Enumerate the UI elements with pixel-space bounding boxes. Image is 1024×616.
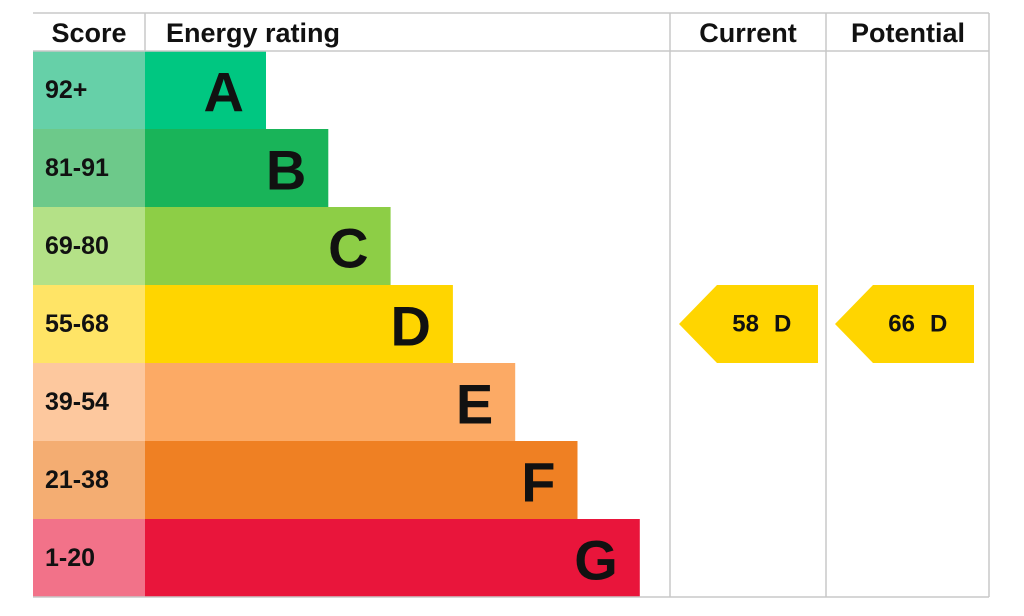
- potential-header: Potential: [851, 18, 965, 48]
- score-label: 21-38: [45, 466, 109, 494]
- rating-bar: [145, 129, 329, 207]
- rating-letter: B: [266, 139, 306, 202]
- score-header: Score: [51, 18, 126, 48]
- rating-letter: G: [574, 529, 618, 592]
- score-cell: [33, 207, 145, 285]
- score-cell: [33, 51, 145, 129]
- score-label: 92+: [45, 76, 87, 104]
- current-letter: D: [774, 311, 791, 338]
- rating-letter: F: [521, 451, 555, 514]
- score-label: 69-80: [45, 232, 109, 260]
- score-cell: [33, 363, 145, 441]
- score-label: 1-20: [45, 544, 95, 572]
- rating-bar: [145, 285, 453, 363]
- rating-letter: D: [390, 295, 430, 358]
- rating-letter: E: [456, 373, 493, 436]
- rating-header: Energy rating: [166, 18, 340, 48]
- rating-bar: [145, 519, 640, 597]
- score-label: 39-54: [45, 388, 109, 416]
- current-arrow: [679, 285, 818, 363]
- potential-arrow: [835, 285, 974, 363]
- current-value: 58: [732, 311, 759, 338]
- score-cell: [33, 129, 145, 207]
- rating-bar: [145, 207, 391, 285]
- rating-bar: [145, 51, 266, 129]
- rating-bar: [145, 441, 578, 519]
- score-cell: [33, 285, 145, 363]
- score-cell: [33, 519, 145, 597]
- bands: 92+ A 81-91 B 69-80 C 55-68 D 39-54 E 21-38 F 1-20 G 5…: [33, 51, 974, 597]
- score-cell: [33, 441, 145, 519]
- rating-letter: C: [328, 217, 368, 280]
- rating-letter: A: [204, 61, 244, 124]
- potential-letter: D: [930, 311, 947, 338]
- score-label: 55-68: [45, 310, 109, 338]
- current-header: Current: [699, 18, 797, 48]
- rating-bar: [145, 363, 516, 441]
- grid: [33, 12, 990, 598]
- score-label: 81-91: [45, 154, 109, 182]
- potential-value: 66: [888, 311, 915, 338]
